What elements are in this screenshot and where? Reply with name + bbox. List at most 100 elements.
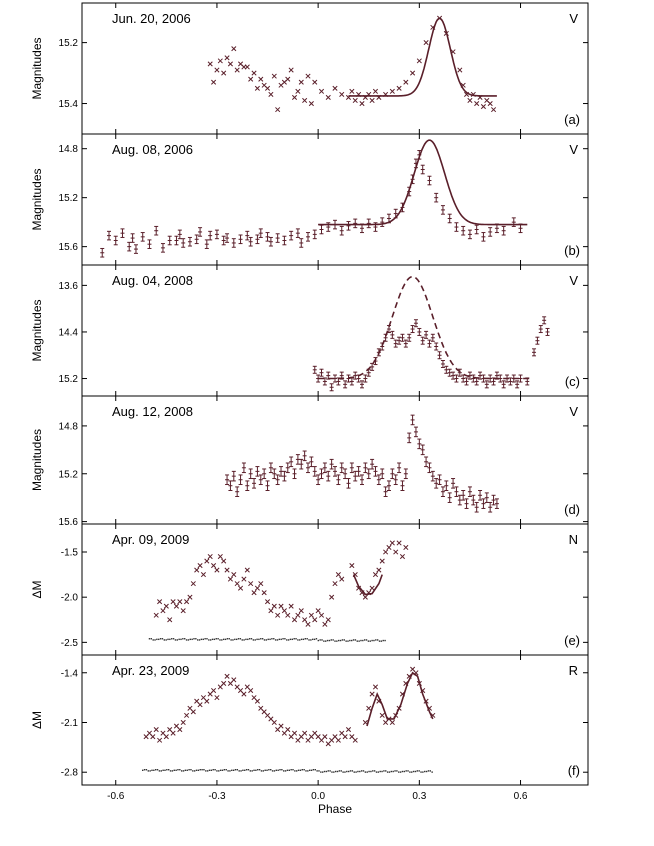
comparison-star-point [338, 639, 340, 642]
data-point [305, 73, 311, 79]
data-point [271, 719, 277, 726]
data-point [291, 730, 298, 736]
x-tick-label: 0.6 [514, 791, 528, 802]
comparison-star-point [180, 638, 182, 641]
comparison-star-point [373, 639, 375, 642]
x-tick-label: 0.3 [412, 791, 426, 802]
comparison-star-point [267, 638, 269, 641]
comparison-star-point [161, 638, 164, 640]
data-point [258, 76, 264, 82]
data-point [487, 100, 493, 107]
y-tick-label: 14.8 [59, 421, 79, 432]
y-axis-label: ΔM [30, 711, 44, 729]
comparison-star-point [336, 640, 338, 642]
comparison-star-point [349, 639, 351, 642]
data-point [254, 698, 260, 704]
comparison-star-point [305, 770, 307, 772]
comparison-star-point [266, 769, 268, 772]
data-point [204, 698, 210, 704]
comparison-star-point [245, 638, 247, 641]
comparison-star-point [162, 769, 164, 772]
data-point [339, 91, 345, 97]
comparison-star-point [191, 638, 193, 641]
data-point [332, 581, 338, 587]
comparison-star-point [150, 638, 153, 640]
comparison-star-point [362, 639, 364, 642]
data-point [200, 572, 206, 578]
data-point [372, 572, 379, 578]
fit-curve [318, 139, 528, 226]
data-point [278, 603, 284, 609]
data-point [221, 558, 227, 564]
data-point [261, 590, 267, 596]
data-point [376, 698, 382, 704]
comparison-star-point [312, 769, 315, 771]
comparison-star-point [184, 638, 186, 640]
data-point [224, 55, 230, 61]
comparison-star-point [360, 639, 362, 642]
comparison-star-point [269, 638, 271, 641]
comparison-star-point [297, 769, 300, 772]
comparison-star-point [360, 770, 363, 772]
comparison-star-point [206, 770, 209, 772]
data-point [302, 617, 308, 623]
data-point [234, 67, 240, 73]
data-point [450, 49, 456, 55]
data-point [399, 553, 406, 560]
comparison-star-point [306, 638, 308, 640]
data-point [470, 91, 476, 97]
comparison-star-point [142, 769, 144, 772]
comparison-star-point [265, 639, 268, 641]
data-point [221, 680, 227, 686]
comparison-star-point [405, 770, 407, 772]
comparison-star-point [167, 769, 170, 771]
data-point [190, 581, 196, 587]
comparison-star-point [376, 639, 379, 641]
data-point [396, 705, 402, 711]
data-point [389, 719, 395, 726]
comparison-star-point [188, 769, 190, 771]
data-point [295, 88, 301, 94]
comparison-star-point [399, 771, 402, 773]
data-point [190, 709, 196, 715]
comparison-star-point [232, 769, 235, 772]
comparison-star-point [182, 638, 184, 640]
comparison-star-point [160, 770, 162, 772]
data-point [335, 572, 341, 578]
comparison-star-point [383, 770, 385, 772]
data-point [413, 670, 419, 676]
data-point [251, 590, 257, 596]
comparison-star-point [401, 770, 404, 773]
data-point [329, 594, 335, 600]
comparison-star-point [340, 770, 342, 772]
comparison-star-point [231, 769, 233, 772]
data-point [224, 567, 230, 573]
comparison-star-point [163, 639, 166, 641]
comparison-star-point [414, 770, 417, 773]
data-point [423, 40, 429, 46]
comparison-star-point [243, 639, 245, 641]
data-point [356, 91, 362, 97]
data-point [389, 540, 395, 546]
data-point [211, 563, 217, 569]
panel-letter: (e) [564, 633, 580, 648]
comparison-star-point [381, 770, 383, 773]
comparison-star-point [304, 638, 307, 640]
comparison-star-point [427, 770, 430, 772]
data-point [423, 698, 429, 704]
data-point [372, 88, 379, 94]
x-tick-label: -0.6 [107, 791, 125, 802]
comparison-star-point [252, 639, 255, 641]
data-point [248, 687, 254, 694]
comparison-star-point [429, 770, 431, 772]
data-point [251, 70, 257, 76]
comparison-star-point [328, 639, 331, 642]
comparison-star-point [200, 638, 203, 641]
comparison-star-point [185, 639, 188, 641]
data-point [369, 97, 375, 104]
panel-a: 15.2 15.4 Jun. 20, 2006 V (a) Magnitudes [30, 2, 589, 135]
comparison-star-point [321, 771, 324, 773]
comparison-star-point [165, 639, 167, 641]
comparison-star-point [217, 638, 219, 640]
comparison-star-point [388, 771, 391, 773]
